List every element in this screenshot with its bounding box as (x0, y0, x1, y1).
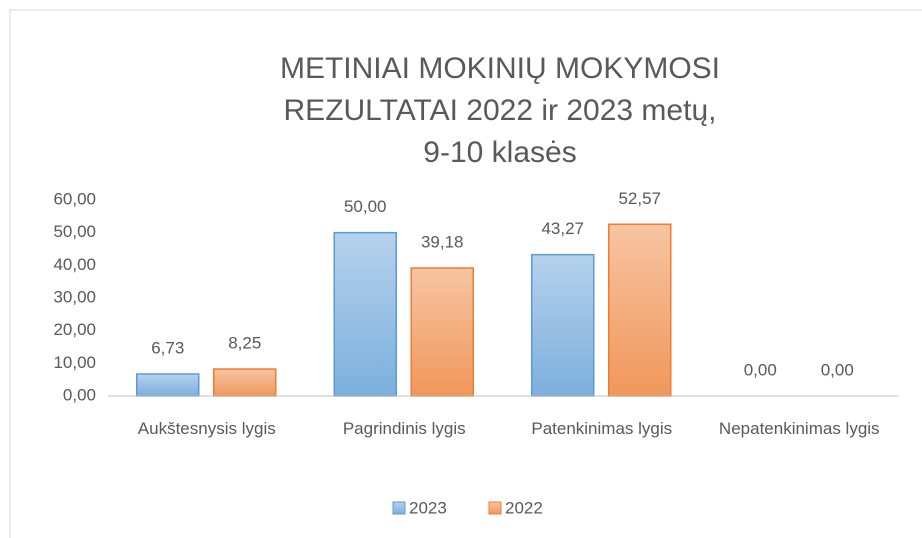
chart-title: REZULTATAI 2022 ir 2023 metų, (284, 94, 717, 127)
chart-title: METINIAI MOKINIŲ MOKYMOSI (280, 52, 720, 85)
chart-frame (9, 9, 922, 538)
y-tick-label: 40,00 (53, 255, 96, 274)
x-tick-label: Patenkinimas lygis (531, 419, 673, 438)
chart-title: 9-10 klasės (423, 136, 576, 169)
data-label: 6,73 (151, 338, 184, 357)
x-tick-label: Pagrindinis lygis (342, 419, 466, 438)
y-tick-label: 60,00 (53, 189, 96, 208)
y-tick-label: 30,00 (53, 287, 96, 306)
legend-label: 2022 (505, 498, 543, 517)
bar (531, 253, 595, 397)
data-label: 0,00 (744, 360, 777, 379)
y-tick-label: 20,00 (53, 320, 96, 339)
bar (136, 373, 200, 397)
data-label: 52,57 (618, 189, 661, 208)
bar (608, 223, 672, 397)
data-label: 8,25 (228, 334, 261, 353)
data-label: 39,18 (421, 232, 464, 251)
bar (333, 231, 397, 397)
legend-label: 2023 (409, 498, 447, 517)
y-tick-label: 0,00 (63, 385, 96, 404)
legend-swatch (392, 501, 406, 515)
data-label: 0,00 (821, 360, 854, 379)
data-label: 43,27 (541, 219, 584, 238)
y-tick-label: 50,00 (53, 222, 96, 241)
y-tick-label: 10,00 (53, 353, 96, 372)
x-tick-label: Nepatenkinimas lygis (718, 419, 880, 438)
bar (213, 368, 277, 397)
data-label: 50,00 (344, 197, 387, 216)
bar (410, 267, 474, 397)
x-tick-label: Aukštesnysis lygis (137, 419, 276, 438)
legend-swatch (488, 501, 502, 515)
